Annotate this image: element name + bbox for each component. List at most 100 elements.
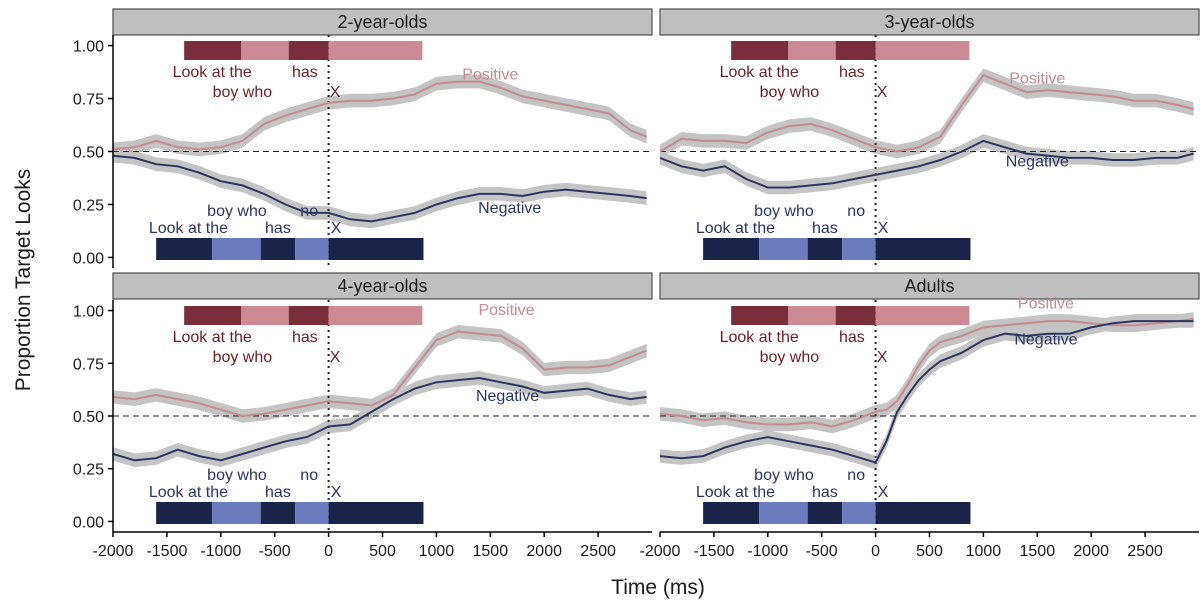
negative-series-label: Negative [1006,153,1069,170]
negative-ribbon [113,149,647,229]
negative-sentence-word: has [812,220,838,237]
positive-sentence-bar [835,306,876,325]
positive-line [660,73,1194,153]
negative-sentence-word: Look at the [696,220,775,237]
x-tick-label: 0 [871,543,880,560]
facet-strip [112,8,653,36]
positive-sentence-bar [788,306,836,325]
x-tick-label: -500 [259,543,291,560]
facet-title: 2-year-olds [337,12,427,32]
positive-series-label: Positive [1009,71,1065,88]
y-tick-label: 0.50 [73,409,104,426]
y-tick-label: 0.00 [73,250,104,267]
negative-sentence-word: boy who [754,203,814,220]
negative-sentence-bar [260,238,296,260]
negative-sentence-bar [295,238,329,260]
negative-sentence-word: Look at the [696,484,775,501]
positive-ribbon [660,68,1194,159]
negative-sentence-word: boy who [207,467,267,484]
negative-sentence-word: no [300,203,318,220]
positive-sentence-word: X [877,84,888,101]
positive-sentence-bar [875,306,970,325]
x-tick-label: -500 [806,543,838,560]
negative-sentence-word: no [300,467,318,484]
positive-series-label: Positive [462,66,518,83]
x-tick-label: -1000 [747,543,788,560]
positive-line [660,318,1194,428]
x-tick-label: -1500 [693,543,734,560]
negative-line [113,376,647,462]
negative-sentence-bar [212,502,261,524]
x-tick-label: 500 [369,543,396,560]
negative-sentence-bar [759,502,808,524]
negative-series-label: Negative [476,388,539,405]
x-tick-label: 1000 [966,543,1002,560]
facet-title: 4-year-olds [337,276,427,296]
x-tick-label: 1000 [419,543,455,560]
negative-sentence-bar [703,502,760,524]
positive-sentence-bar [835,41,876,60]
positive-series-label: Positive [478,302,534,319]
negative-series-label: Negative [478,200,541,217]
negative-sentence-word: boy who [207,203,267,220]
positive-sentence-bar [875,41,970,60]
facet-title: 3-year-olds [884,12,974,32]
x-tick-label: -1500 [146,543,187,560]
y-tick-label: 0.75 [73,92,104,109]
facet-strip [659,272,1200,300]
negative-sentence-word: X [331,220,342,237]
facet-title: Adults [904,276,954,296]
positive-sentence-word: Look at the [173,64,252,81]
positive-sentence-word: boy who [760,84,820,101]
positive-sentence-bar [184,41,242,60]
positive-sentence-word: boy who [760,349,820,366]
positive-sentence-word: has [839,64,865,81]
positive-series-label: Positive [1018,295,1074,312]
negative-sentence-bar [212,238,261,260]
facet-strip [112,272,653,300]
negative-sentence-word: no [847,203,865,220]
negative-series-label: Negative [1014,331,1077,348]
x-tick-label: 2000 [1073,543,1109,560]
y-tick-label: 0.25 [73,197,104,214]
positive-sentence-word: boy who [213,349,273,366]
positive-sentence-bar [288,306,329,325]
y-tick-label: 1.00 [73,304,104,321]
negative-sentence-word: X [331,484,342,501]
negative-sentence-bar [875,502,971,524]
y-tick-label: 0.75 [73,356,104,373]
x-tick-label: 1500 [473,543,509,560]
negative-sentence-word: Look at the [149,484,228,501]
panels-layer: 2-year-olds Positive Negative Look at the ha… [112,8,1200,532]
negative-sentence-word: boy who [754,467,814,484]
positive-sentence-bar [328,41,423,60]
positive-sentence-word: Look at the [720,64,799,81]
axes-layer: 0.00 0.25 0.50 0.75 1.00 0.00 0.25 0.50 0.75 1.00… [73,35,1199,560]
positive-ribbon [113,74,647,157]
positive-sentence-word: has [292,329,318,346]
x-tick-label: 2500 [1127,543,1163,560]
negative-sentence-bar [156,502,213,524]
positive-sentence-bar [328,306,423,325]
positive-sentence-bar [788,41,836,60]
x-tick-label: 1500 [1020,543,1056,560]
x-axis-title: Time (ms) [611,576,705,599]
positive-sentence-word: has [292,64,318,81]
negative-sentence-word: Look at the [149,220,228,237]
x-tick-label: -2000 [640,543,681,560]
x-tick-label: -1000 [200,543,241,560]
positive-sentence-word: X [330,84,341,101]
positive-sentence-bar [241,306,289,325]
positive-sentence-bar [184,306,242,325]
negative-sentence-word: has [265,484,291,501]
positive-line [113,330,647,418]
negative-ribbon [660,314,1194,470]
negative-sentence-bar [328,502,424,524]
y-tick-label: 1.00 [73,39,104,56]
y-tick-label: 0.25 [73,462,104,479]
positive-ribbon [113,324,647,423]
negative-sentence-bar [842,238,876,260]
x-tick-label: 500 [916,543,943,560]
x-tick-label: 2000 [526,543,562,560]
y-tick-label: 0.00 [73,514,104,531]
